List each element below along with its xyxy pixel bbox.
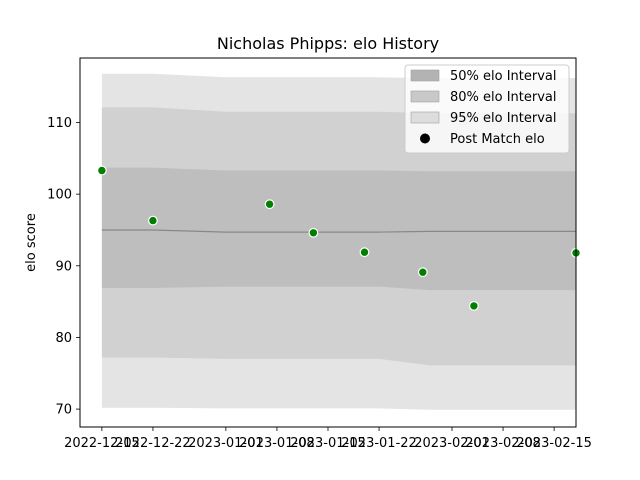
post-match-point	[469, 301, 479, 311]
legend-label: 95% elo Interval	[450, 111, 557, 126]
x-tick-label: 2023-01-08	[239, 436, 315, 451]
plot-area-frame	[79, 57, 577, 428]
y-tick-label: 90	[55, 259, 72, 274]
legend: 50% elo Interval 80% elo Interval 95% elo …	[404, 64, 570, 154]
x-tick-label: 2023-02-15	[516, 436, 592, 451]
post-match-point	[147, 215, 158, 226]
legend-swatch	[410, 69, 440, 82]
post-match-point	[417, 267, 428, 278]
interval-bands	[101, 73, 577, 410]
legend-swatch	[410, 90, 440, 103]
x-tick-label: 2023-01-15	[290, 436, 366, 451]
post-match-point	[264, 199, 275, 210]
y-tick-label: 70	[55, 403, 72, 418]
y-axis-label: elo score	[24, 213, 39, 272]
legend-label: 50% elo Interval	[450, 69, 557, 84]
x-tick-label: 2023-02-01	[414, 436, 490, 451]
chart-title: Nicholas Phipps: elo History	[217, 34, 439, 53]
y-tick-label: 80	[55, 331, 72, 346]
x-tick-label: 2022-12-15	[64, 436, 140, 451]
x-tick-label: 2023-01-01	[188, 436, 264, 451]
post-match-point	[359, 247, 370, 258]
x-axis-ticks: 2022-12-152022-12-222023-01-012023-01-08…	[64, 427, 592, 451]
legend-marker	[420, 133, 430, 144]
legend-frame	[404, 64, 570, 154]
y-tick-label: 100	[47, 188, 72, 203]
mean-line-layer	[101, 229, 576, 233]
x-tick-label: 2022-12-22	[115, 436, 191, 451]
y-tick-label: 110	[47, 116, 72, 131]
legend-label: 80% elo Interval	[450, 90, 557, 105]
post-match-point	[308, 227, 319, 238]
legend-entries: 50% elo Interval 80% elo Interval 95% elo …	[410, 69, 557, 147]
band-50-elo-interval	[101, 167, 577, 291]
mean-elo-line	[101, 229, 576, 233]
legend-swatch	[410, 111, 440, 124]
post-match-points	[96, 165, 581, 311]
y-axis-ticks: 70 80 90 100 110	[47, 116, 80, 418]
x-tick-label: 2023-01-22	[341, 436, 417, 451]
x-tick-label: 2023-02-08	[465, 436, 541, 451]
post-match-point	[96, 165, 107, 176]
legend-label: Post Match elo	[450, 132, 545, 147]
